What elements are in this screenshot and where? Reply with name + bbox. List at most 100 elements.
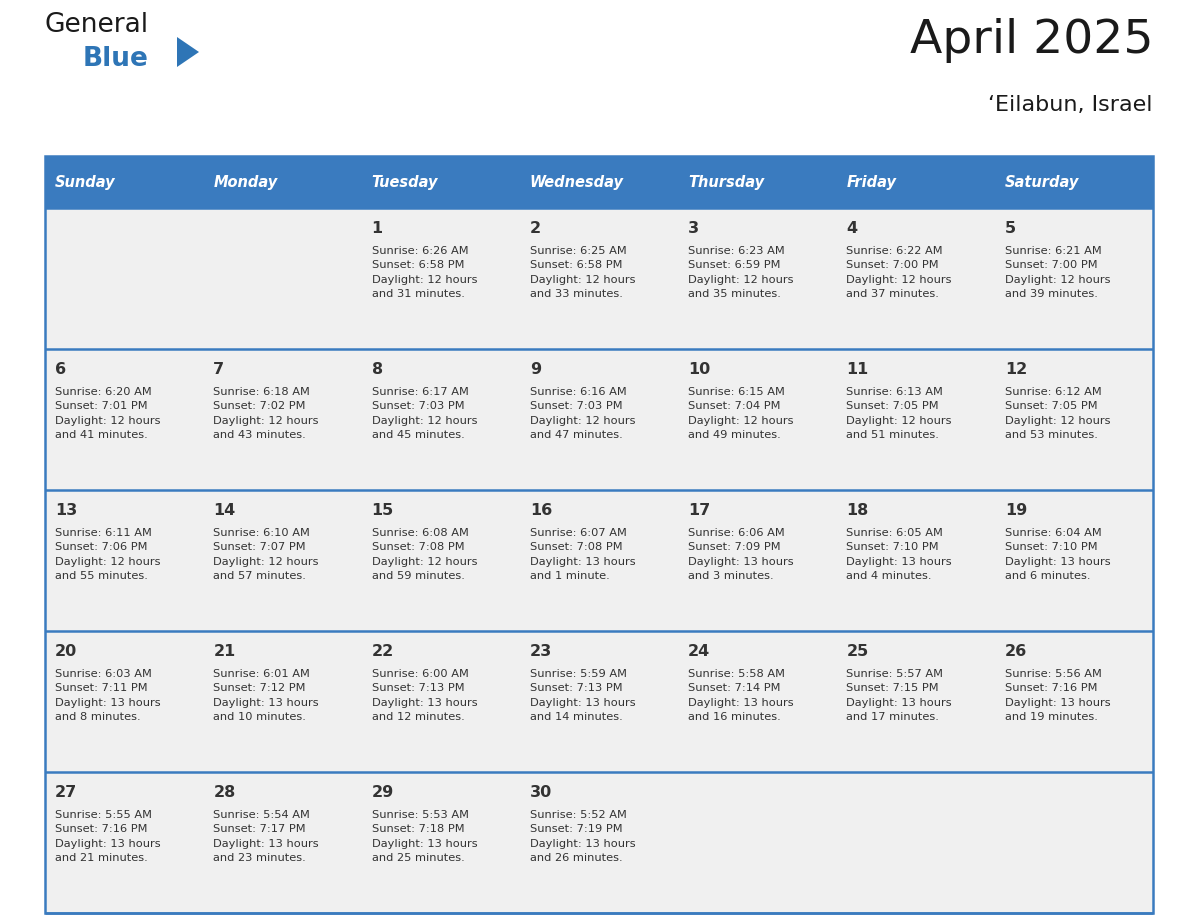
Text: Sunrise: 6:11 AM
Sunset: 7:06 PM
Daylight: 12 hours
and 55 minutes.: Sunrise: 6:11 AM Sunset: 7:06 PM Dayligh… <box>55 528 160 581</box>
Text: Sunrise: 5:53 AM
Sunset: 7:18 PM
Daylight: 13 hours
and 25 minutes.: Sunrise: 5:53 AM Sunset: 7:18 PM Dayligh… <box>372 810 478 863</box>
Text: Sunrise: 6:12 AM
Sunset: 7:05 PM
Daylight: 12 hours
and 53 minutes.: Sunrise: 6:12 AM Sunset: 7:05 PM Dayligh… <box>1005 387 1111 441</box>
Text: Sunrise: 6:15 AM
Sunset: 7:04 PM
Daylight: 12 hours
and 49 minutes.: Sunrise: 6:15 AM Sunset: 7:04 PM Dayligh… <box>688 387 794 441</box>
Text: 30: 30 <box>530 785 552 800</box>
Text: Thursday: Thursday <box>688 174 764 189</box>
Bar <box>45 156 203 208</box>
Text: 8: 8 <box>372 362 383 377</box>
Text: Sunrise: 6:26 AM
Sunset: 6:58 PM
Daylight: 12 hours
and 31 minutes.: Sunrise: 6:26 AM Sunset: 6:58 PM Dayligh… <box>372 246 478 299</box>
Bar <box>45 349 203 490</box>
Text: 25: 25 <box>846 644 868 659</box>
Bar <box>45 490 203 631</box>
Bar <box>678 772 836 913</box>
Bar <box>361 772 520 913</box>
Text: Sunday: Sunday <box>55 174 115 189</box>
Text: Sunrise: 6:23 AM
Sunset: 6:59 PM
Daylight: 12 hours
and 35 minutes.: Sunrise: 6:23 AM Sunset: 6:59 PM Dayligh… <box>688 246 794 299</box>
Bar <box>836 349 994 490</box>
Text: 7: 7 <box>214 362 225 377</box>
Bar <box>520 349 678 490</box>
Text: Sunrise: 6:00 AM
Sunset: 7:13 PM
Daylight: 13 hours
and 12 minutes.: Sunrise: 6:00 AM Sunset: 7:13 PM Dayligh… <box>372 669 478 722</box>
Bar <box>45 156 1154 913</box>
Text: Sunrise: 6:16 AM
Sunset: 7:03 PM
Daylight: 12 hours
and 47 minutes.: Sunrise: 6:16 AM Sunset: 7:03 PM Dayligh… <box>530 387 636 441</box>
Bar <box>678 349 836 490</box>
Bar <box>520 631 678 772</box>
Bar <box>203 772 361 913</box>
Text: 13: 13 <box>55 503 77 518</box>
Bar <box>203 490 361 631</box>
Text: 14: 14 <box>214 503 235 518</box>
Bar <box>520 490 678 631</box>
Text: Sunrise: 6:22 AM
Sunset: 7:00 PM
Daylight: 12 hours
and 37 minutes.: Sunrise: 6:22 AM Sunset: 7:00 PM Dayligh… <box>846 246 952 299</box>
Text: 11: 11 <box>846 362 868 377</box>
Text: 15: 15 <box>372 503 393 518</box>
Bar <box>203 208 361 349</box>
Bar <box>678 208 836 349</box>
Bar <box>45 208 203 349</box>
Text: 17: 17 <box>688 503 710 518</box>
Bar <box>994 772 1154 913</box>
Bar <box>994 349 1154 490</box>
Bar <box>678 490 836 631</box>
Bar <box>994 208 1154 349</box>
Text: Sunrise: 6:17 AM
Sunset: 7:03 PM
Daylight: 12 hours
and 45 minutes.: Sunrise: 6:17 AM Sunset: 7:03 PM Dayligh… <box>372 387 478 441</box>
Bar <box>994 631 1154 772</box>
Text: Monday: Monday <box>214 174 278 189</box>
Text: 6: 6 <box>55 362 67 377</box>
Text: 20: 20 <box>55 644 77 659</box>
Text: Sunrise: 5:56 AM
Sunset: 7:16 PM
Daylight: 13 hours
and 19 minutes.: Sunrise: 5:56 AM Sunset: 7:16 PM Dayligh… <box>1005 669 1111 722</box>
Text: 4: 4 <box>846 221 858 236</box>
Text: Sunrise: 6:04 AM
Sunset: 7:10 PM
Daylight: 13 hours
and 6 minutes.: Sunrise: 6:04 AM Sunset: 7:10 PM Dayligh… <box>1005 528 1111 581</box>
Bar <box>836 631 994 772</box>
Text: April 2025: April 2025 <box>910 18 1154 63</box>
Bar <box>520 208 678 349</box>
Bar <box>361 208 520 349</box>
Text: Sunrise: 5:58 AM
Sunset: 7:14 PM
Daylight: 13 hours
and 16 minutes.: Sunrise: 5:58 AM Sunset: 7:14 PM Dayligh… <box>688 669 794 722</box>
Text: 26: 26 <box>1005 644 1026 659</box>
Text: Wednesday: Wednesday <box>530 174 624 189</box>
Bar <box>836 490 994 631</box>
Text: Friday: Friday <box>846 174 897 189</box>
Text: 23: 23 <box>530 644 552 659</box>
Bar <box>203 349 361 490</box>
Text: Sunrise: 5:52 AM
Sunset: 7:19 PM
Daylight: 13 hours
and 26 minutes.: Sunrise: 5:52 AM Sunset: 7:19 PM Dayligh… <box>530 810 636 863</box>
Bar <box>836 772 994 913</box>
Bar <box>678 156 836 208</box>
Text: ‘Eilabun, Israel: ‘Eilabun, Israel <box>988 95 1154 115</box>
Text: Sunrise: 6:06 AM
Sunset: 7:09 PM
Daylight: 13 hours
and 3 minutes.: Sunrise: 6:06 AM Sunset: 7:09 PM Dayligh… <box>688 528 794 581</box>
Text: Sunrise: 6:10 AM
Sunset: 7:07 PM
Daylight: 12 hours
and 57 minutes.: Sunrise: 6:10 AM Sunset: 7:07 PM Dayligh… <box>214 528 318 581</box>
Text: 21: 21 <box>214 644 235 659</box>
Bar <box>994 490 1154 631</box>
Text: Sunrise: 6:01 AM
Sunset: 7:12 PM
Daylight: 13 hours
and 10 minutes.: Sunrise: 6:01 AM Sunset: 7:12 PM Dayligh… <box>214 669 318 722</box>
Text: General: General <box>45 12 150 38</box>
Bar <box>520 156 678 208</box>
Bar <box>361 349 520 490</box>
Text: Sunrise: 5:59 AM
Sunset: 7:13 PM
Daylight: 13 hours
and 14 minutes.: Sunrise: 5:59 AM Sunset: 7:13 PM Dayligh… <box>530 669 636 722</box>
Text: 18: 18 <box>846 503 868 518</box>
Bar <box>678 631 836 772</box>
Text: 12: 12 <box>1005 362 1026 377</box>
Text: Blue: Blue <box>83 46 148 72</box>
Text: 10: 10 <box>688 362 710 377</box>
Text: Sunrise: 5:54 AM
Sunset: 7:17 PM
Daylight: 13 hours
and 23 minutes.: Sunrise: 5:54 AM Sunset: 7:17 PM Dayligh… <box>214 810 318 863</box>
Bar <box>361 631 520 772</box>
Text: Sunrise: 6:03 AM
Sunset: 7:11 PM
Daylight: 13 hours
and 8 minutes.: Sunrise: 6:03 AM Sunset: 7:11 PM Dayligh… <box>55 669 160 722</box>
Bar <box>203 631 361 772</box>
Text: Sunrise: 6:25 AM
Sunset: 6:58 PM
Daylight: 12 hours
and 33 minutes.: Sunrise: 6:25 AM Sunset: 6:58 PM Dayligh… <box>530 246 636 299</box>
Bar <box>45 631 203 772</box>
Text: Sunrise: 6:08 AM
Sunset: 7:08 PM
Daylight: 12 hours
and 59 minutes.: Sunrise: 6:08 AM Sunset: 7:08 PM Dayligh… <box>372 528 478 581</box>
Text: 19: 19 <box>1005 503 1026 518</box>
Text: 24: 24 <box>688 644 710 659</box>
Text: Tuesday: Tuesday <box>372 174 438 189</box>
Text: Sunrise: 6:13 AM
Sunset: 7:05 PM
Daylight: 12 hours
and 51 minutes.: Sunrise: 6:13 AM Sunset: 7:05 PM Dayligh… <box>846 387 952 441</box>
Text: Sunrise: 6:07 AM
Sunset: 7:08 PM
Daylight: 13 hours
and 1 minute.: Sunrise: 6:07 AM Sunset: 7:08 PM Dayligh… <box>530 528 636 581</box>
Polygon shape <box>177 37 200 67</box>
Text: 27: 27 <box>55 785 77 800</box>
Bar <box>361 156 520 208</box>
Text: Sunrise: 6:18 AM
Sunset: 7:02 PM
Daylight: 12 hours
and 43 minutes.: Sunrise: 6:18 AM Sunset: 7:02 PM Dayligh… <box>214 387 318 441</box>
Text: 28: 28 <box>214 785 235 800</box>
Bar <box>994 156 1154 208</box>
Bar <box>45 772 203 913</box>
Text: 9: 9 <box>530 362 541 377</box>
Text: Sunrise: 6:21 AM
Sunset: 7:00 PM
Daylight: 12 hours
and 39 minutes.: Sunrise: 6:21 AM Sunset: 7:00 PM Dayligh… <box>1005 246 1111 299</box>
Bar <box>836 208 994 349</box>
Text: 1: 1 <box>372 221 383 236</box>
